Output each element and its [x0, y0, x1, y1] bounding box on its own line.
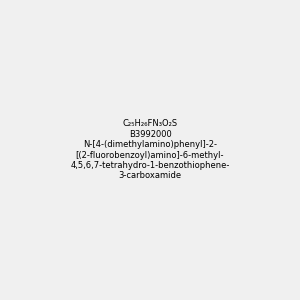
- Text: C₂₅H₂₆FN₃O₂S
B3992000
N-[4-(dimethylamino)phenyl]-2-
[(2-fluorobenzoyl)amino]-6-: C₂₅H₂₆FN₃O₂S B3992000 N-[4-(dimethylamin…: [70, 119, 230, 181]
